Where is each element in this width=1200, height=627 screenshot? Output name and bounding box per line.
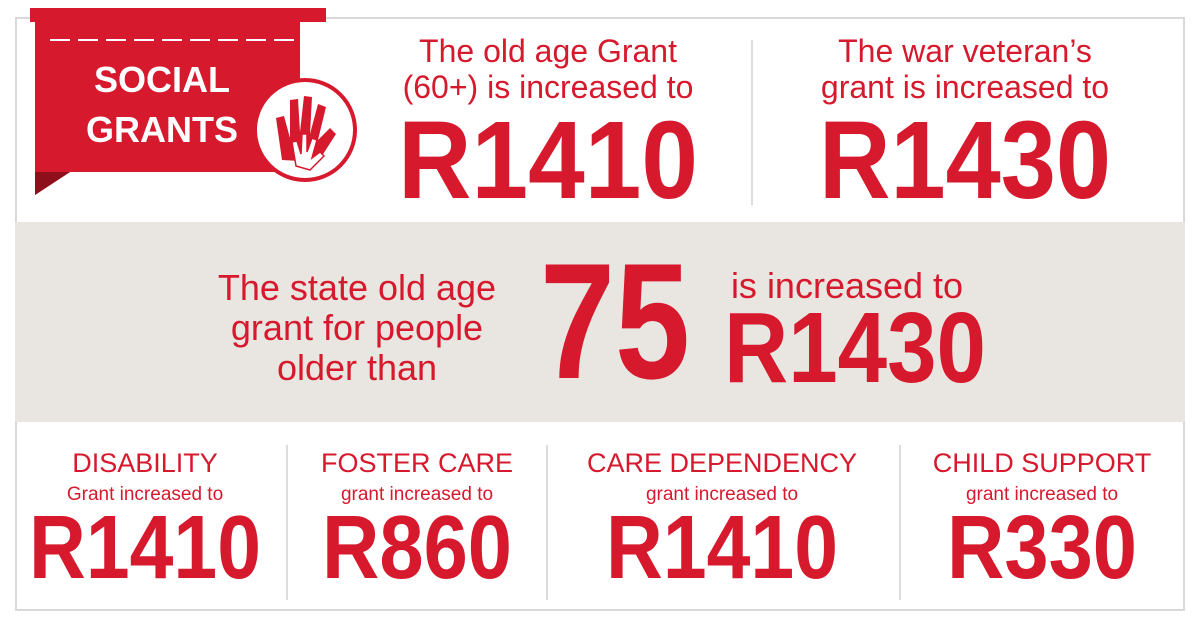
grant-label: Grant increased to [67, 484, 223, 505]
banner [30, 8, 357, 195]
grant-heading: DISABILITY [72, 448, 218, 478]
grant-label: The war veteran’s [838, 33, 1092, 69]
grant-label: is increased to [731, 265, 963, 306]
grant-amount: R330 [947, 498, 1137, 598]
grant-heading: CARE DEPENDENCY [587, 448, 857, 478]
grant-amount: R1430 [819, 99, 1111, 222]
grant-label: grant increased to [341, 484, 493, 505]
grant-label: The old age Grant [419, 33, 677, 69]
grant-label: grant is increased to [821, 69, 1109, 105]
banner-title: SOCIAL [94, 59, 230, 100]
grant-label: (60+) is increased to [403, 69, 694, 105]
grant-amount: R1430 [724, 292, 986, 404]
grant-label: older than [277, 347, 437, 388]
age: 75 [540, 229, 690, 413]
grant-label: grant for people [231, 307, 483, 348]
grant-heading: FOSTER CARE [321, 448, 513, 478]
grant-amount: R860 [322, 498, 512, 598]
grant-label: The state old age [218, 267, 496, 308]
grant-amount: R1410 [398, 99, 698, 222]
grant-heading: CHILD SUPPORT [933, 448, 1152, 478]
grant-label: grant increased to [966, 484, 1118, 505]
middle-band [15, 222, 1185, 422]
grant-label: grant increased to [646, 484, 798, 505]
grant-amount: R1410 [606, 498, 838, 598]
grant-amount: R1410 [29, 498, 261, 598]
banner-title: GRANTS [86, 109, 238, 150]
